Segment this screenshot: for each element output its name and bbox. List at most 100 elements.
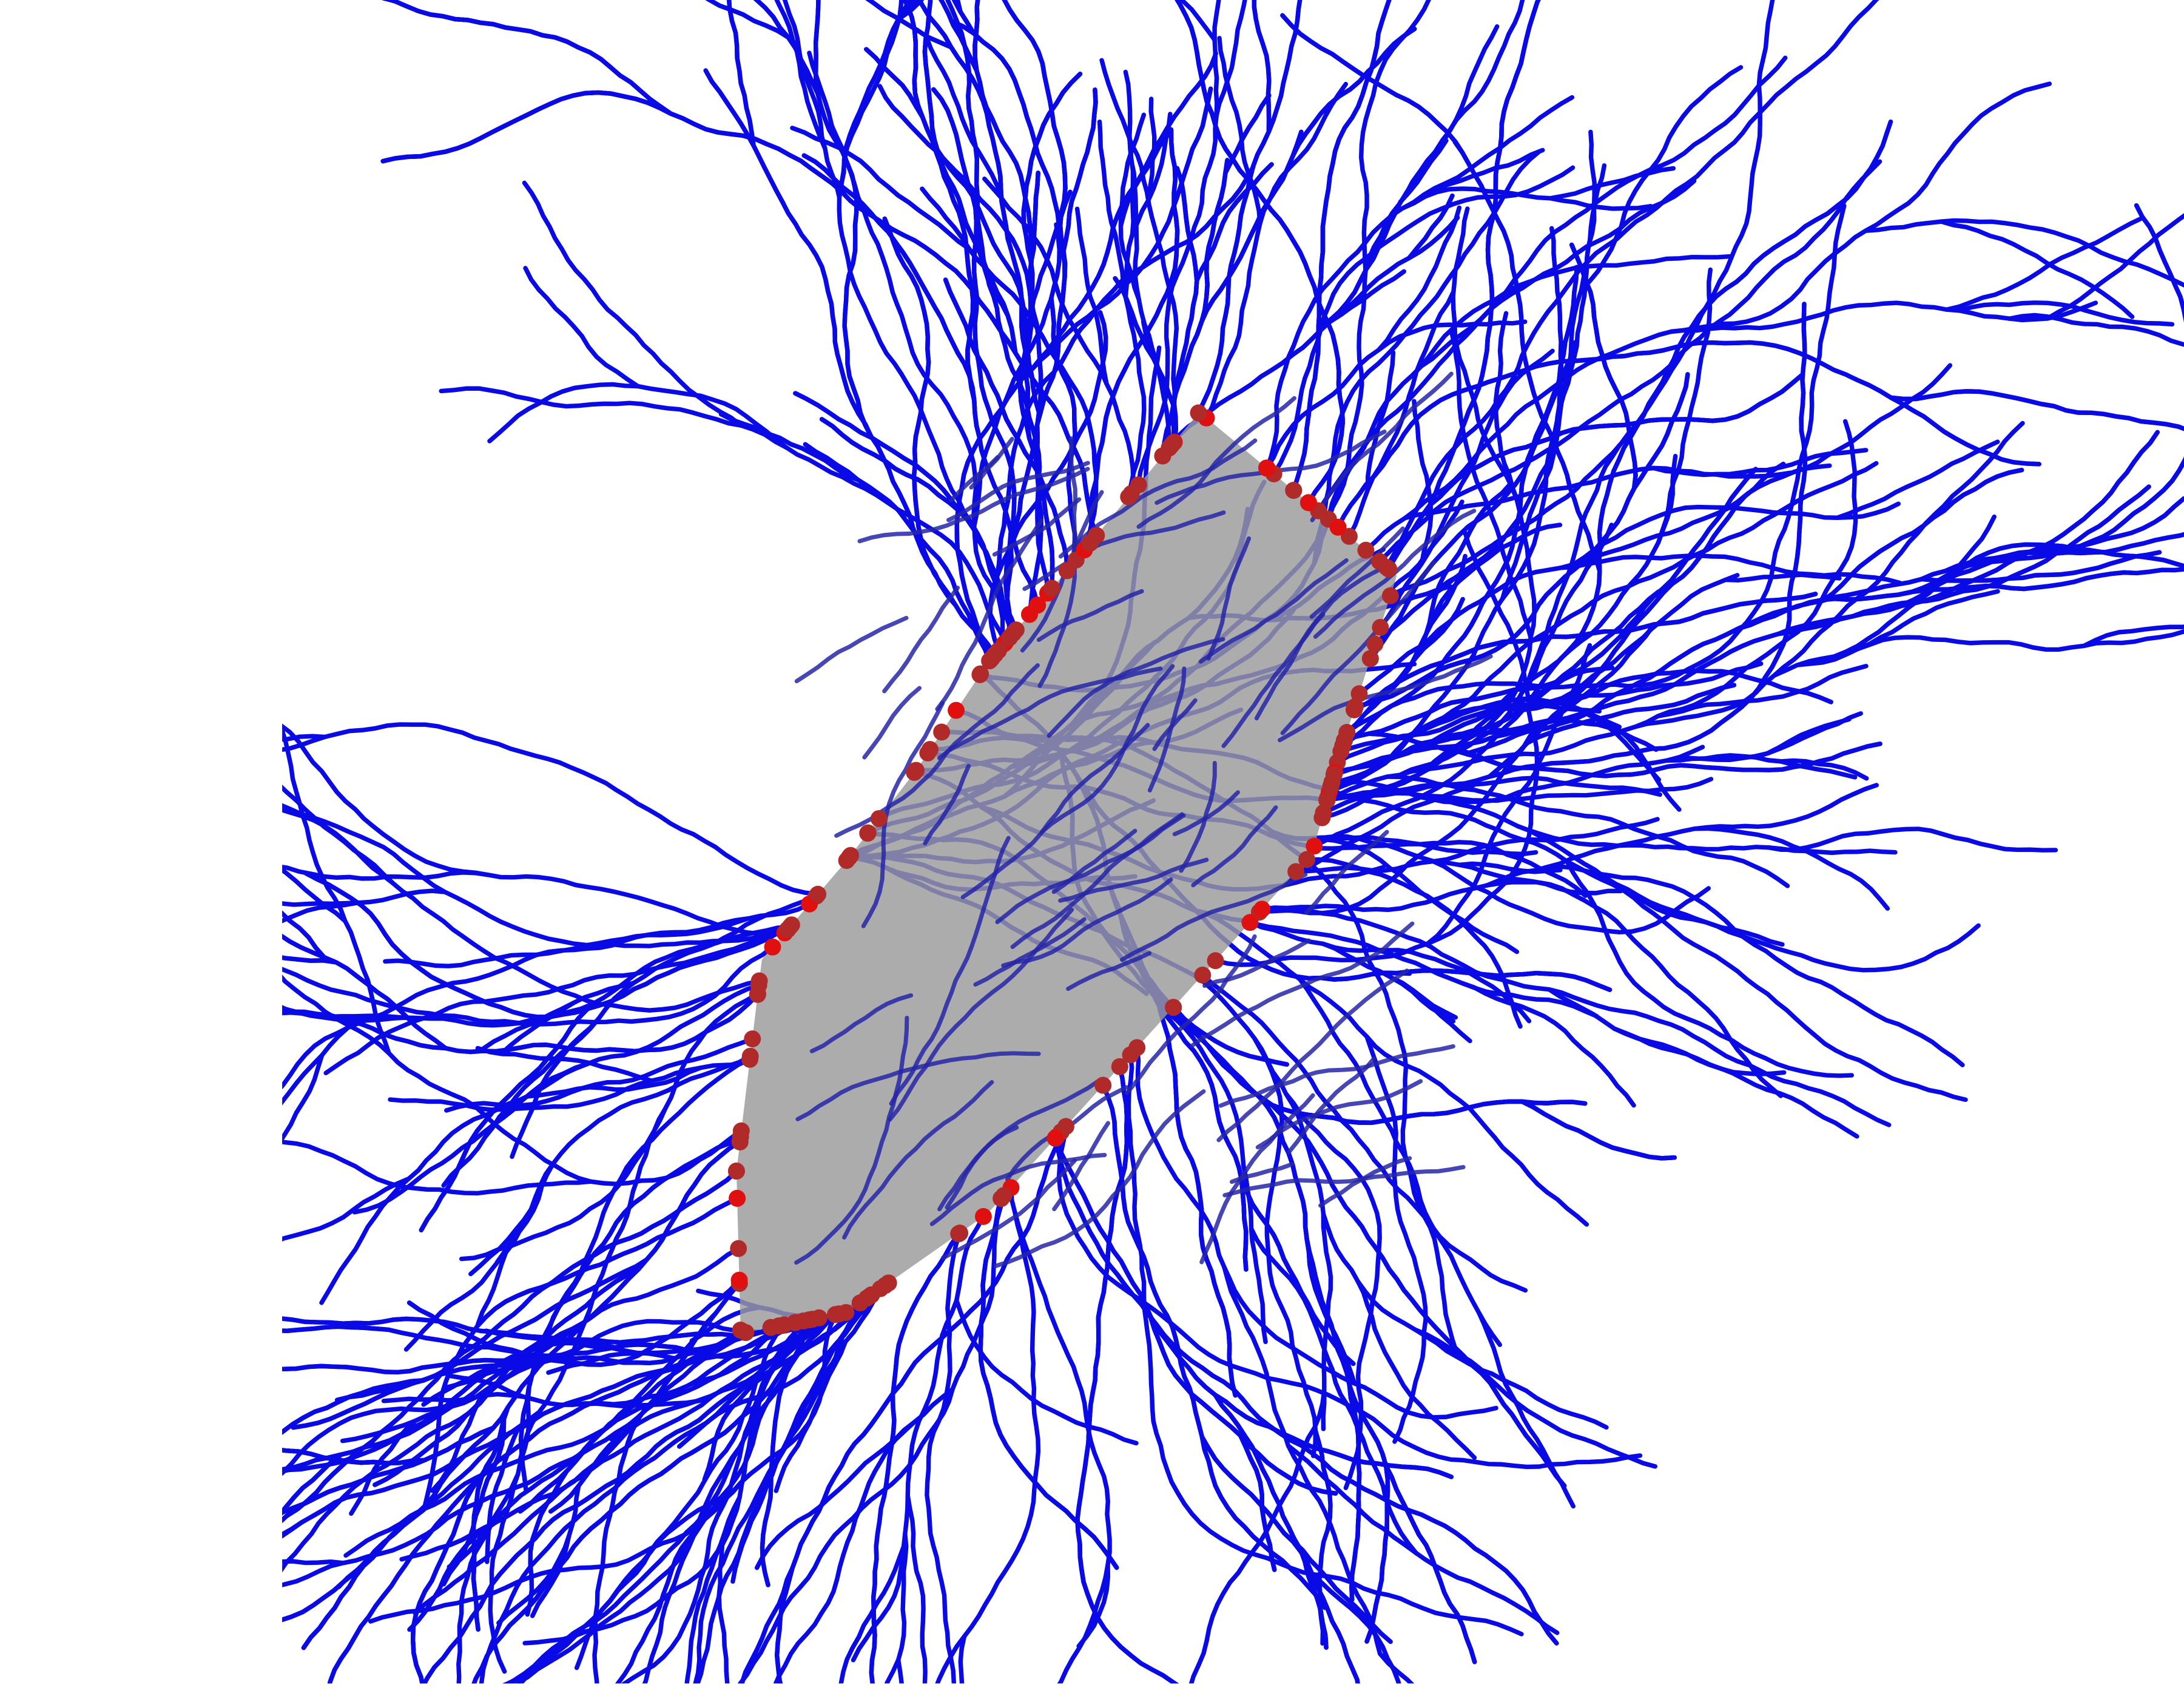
fiber xyxy=(1030,86,1213,371)
fiber xyxy=(1368,265,1579,661)
fiber-endpoint xyxy=(1190,404,1207,422)
fiber xyxy=(693,1294,872,1684)
fiber xyxy=(972,0,1055,591)
fiber xyxy=(525,1066,703,1099)
inner-fiber xyxy=(937,666,1163,760)
fiber xyxy=(282,725,391,1056)
fiber xyxy=(1621,888,1981,973)
fiber xyxy=(1291,0,1392,493)
fiber-endpoint xyxy=(787,1314,804,1331)
fiber xyxy=(487,382,789,450)
fiber xyxy=(621,1319,806,1684)
fiber-endpoint xyxy=(729,1189,746,1207)
inner-fiber xyxy=(1120,872,1308,962)
fiber xyxy=(301,1140,743,1650)
fiber xyxy=(1239,1178,1356,1366)
fiber xyxy=(1353,372,1690,709)
fiber xyxy=(1304,857,1523,1029)
fiber xyxy=(380,90,1099,538)
fiber-endpoint xyxy=(730,1240,747,1257)
fiber-endpoint xyxy=(1329,518,1347,536)
fiber xyxy=(1820,467,2024,603)
fiber-endpoint xyxy=(841,848,858,865)
fiber-endpoint xyxy=(1372,619,1389,636)
inner-fiber xyxy=(1136,396,1296,529)
fiber xyxy=(1188,1388,1327,1684)
inner-fiber xyxy=(1199,1093,1315,1265)
fiber xyxy=(1386,0,1541,572)
fiber xyxy=(1668,300,2098,334)
fiber-endpoint xyxy=(948,701,965,719)
fiber xyxy=(282,1545,383,1623)
fiber xyxy=(335,1257,649,1402)
fiber-endpoint xyxy=(1058,562,1076,579)
fiber xyxy=(1692,783,1879,831)
fiber-endpoint xyxy=(1081,535,1099,552)
fiber-endpoint xyxy=(1165,999,1182,1016)
fiber xyxy=(1283,1091,1382,1490)
fiber xyxy=(471,1453,496,1632)
fiber xyxy=(1160,129,1304,459)
fiber xyxy=(803,442,992,663)
fiber xyxy=(368,1479,744,1624)
fiber xyxy=(774,1566,795,1684)
fiber xyxy=(740,1129,1063,1684)
fiber xyxy=(1835,439,2000,520)
endpoint-group xyxy=(728,404,1399,1341)
fiber xyxy=(1944,216,2144,312)
fiber-endpoint xyxy=(1154,447,1171,465)
fiber xyxy=(592,1330,749,1684)
fiber xyxy=(1376,205,1462,353)
fiber xyxy=(1338,215,1460,317)
fiber xyxy=(1889,389,2184,431)
fiber xyxy=(642,1445,743,1684)
inner-fiber xyxy=(1036,589,1144,642)
fiber xyxy=(282,1320,587,1472)
inner-fiber xyxy=(995,813,1186,925)
fiber xyxy=(381,0,673,116)
fiber xyxy=(1222,1265,1498,1420)
fiber xyxy=(1280,13,1465,155)
fiber xyxy=(2007,312,2184,347)
fiber-endpoint xyxy=(1194,967,1212,984)
fiber xyxy=(1441,741,1882,779)
fiber-endpoint xyxy=(1122,1046,1139,1064)
fiber-endpoint xyxy=(1165,434,1182,451)
fiber-endpoint xyxy=(974,1208,992,1225)
fiber xyxy=(773,1387,955,1684)
inner-fiber xyxy=(795,1051,1041,1121)
inner-fiber xyxy=(1278,654,1493,743)
fiber xyxy=(1355,1278,1477,1461)
inner-fiber xyxy=(1001,877,1173,968)
inner-fiber xyxy=(1280,560,1437,735)
fiber xyxy=(1532,826,1890,911)
fiber xyxy=(1270,1099,1588,1125)
fiber xyxy=(793,391,1012,627)
fiber xyxy=(1677,711,1863,763)
fiber-endpoint xyxy=(1001,629,1019,646)
fiber-endpoint xyxy=(731,1133,749,1150)
fiber-endpoint xyxy=(779,921,797,939)
fiber xyxy=(819,417,961,513)
inner-fiber xyxy=(1221,612,1326,748)
fiber xyxy=(705,0,791,40)
fiber xyxy=(1920,542,2184,593)
fiber xyxy=(1306,837,1520,954)
fiber-endpoint xyxy=(1346,698,1364,715)
fiber-endpoint xyxy=(1043,579,1060,597)
fiber xyxy=(2081,624,2184,649)
fiber xyxy=(407,1520,498,1632)
fiber xyxy=(282,1328,743,1539)
fiber xyxy=(518,1134,743,1493)
fiber xyxy=(1191,908,1599,1019)
fiber-endpoint xyxy=(1381,587,1399,604)
fiber xyxy=(938,0,979,73)
inner-fiber xyxy=(1218,1044,1455,1108)
fiber-endpoint xyxy=(993,1190,1010,1208)
fiber xyxy=(1403,463,1832,521)
fiber xyxy=(1238,1433,1277,1572)
fiber xyxy=(1384,774,1790,888)
inner-fiber xyxy=(857,467,1090,544)
fiber xyxy=(1386,668,1833,762)
fiber xyxy=(1547,987,1859,1139)
